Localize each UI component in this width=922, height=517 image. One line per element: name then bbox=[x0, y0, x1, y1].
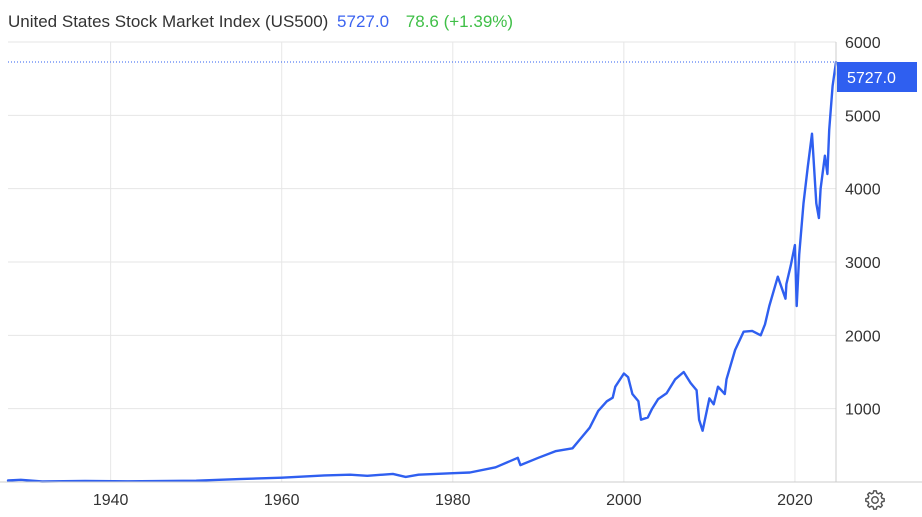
y-tick-label: 2000 bbox=[845, 328, 881, 345]
last-value-label: 5727.0 bbox=[847, 70, 896, 87]
index-price: 5727.0 bbox=[337, 12, 390, 31]
last-value-label-group: 5727.0 bbox=[837, 62, 917, 92]
chart-header: United States Stock Market Index (US500)… bbox=[8, 12, 513, 32]
x-tick-label: 1960 bbox=[264, 492, 300, 509]
x-tick-label: 1940 bbox=[93, 492, 129, 509]
chart-gridlines bbox=[8, 41, 836, 482]
gear-icon[interactable] bbox=[864, 489, 886, 511]
index-price-line bbox=[6, 60, 838, 483]
y-tick-label: 6000 bbox=[845, 35, 881, 52]
chart-axes: 1000 2000 3000 4000 5000 6000 1940 1960 1980 2000… bbox=[0, 35, 922, 509]
last-value-badge bbox=[837, 62, 917, 92]
y-tick-label: 1000 bbox=[845, 402, 881, 419]
x-tick-label: 1980 bbox=[435, 492, 471, 509]
x-tick-label: 2020 bbox=[777, 492, 813, 509]
y-tick-label: 4000 bbox=[845, 182, 881, 199]
chart-series bbox=[6, 60, 838, 483]
index-change: 78.6 (+1.39%) bbox=[405, 12, 514, 31]
x-tick-label: 2000 bbox=[606, 492, 642, 509]
y-tick-label: 5000 bbox=[845, 108, 881, 125]
y-tick-label: 3000 bbox=[845, 255, 881, 272]
index-title: United States Stock Market Index (US500) bbox=[8, 12, 329, 31]
